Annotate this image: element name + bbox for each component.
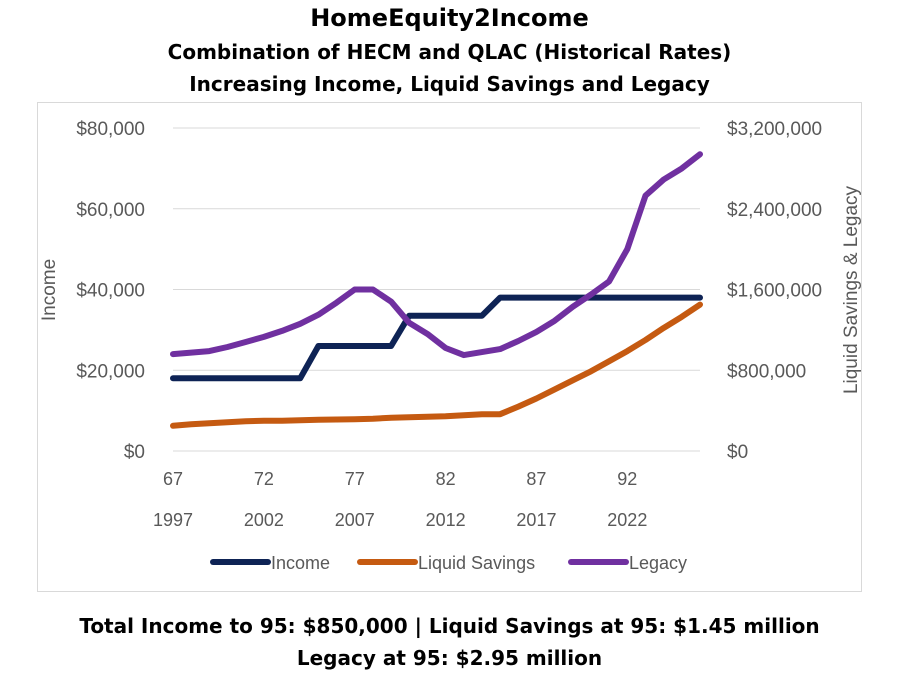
x-tick-label-year: 2007	[335, 510, 375, 530]
x-tick-label-age: 92	[617, 469, 637, 489]
series-line-legacy	[170, 151, 703, 359]
series-line-liquid-savings	[170, 301, 703, 429]
y-tick-label: $80,000	[76, 119, 145, 140]
y-tick-label: $20,000	[76, 361, 145, 382]
y-axis-title: Income	[39, 259, 60, 321]
chart-frame	[37, 102, 862, 592]
legend-label-income: Income	[271, 553, 330, 573]
y2-tick-label: $2,400,000	[727, 200, 822, 221]
x-tick-label-age: 87	[526, 469, 546, 489]
x-tick-label-year: 2022	[607, 510, 647, 530]
x-tick-label-age: 82	[436, 469, 456, 489]
x-tick-label-age: 67	[163, 469, 183, 489]
y2-tick-label: $3,200,000	[727, 119, 822, 140]
y2-tick-label: $1,600,000	[727, 281, 822, 302]
x-tick-label-year: 2002	[244, 510, 284, 530]
y-tick-label: $60,000	[76, 200, 145, 221]
footer-summary-line-1: Total Income to 95: $850,000 | Liquid Sa…	[79, 614, 820, 638]
y2-tick-label: $0	[727, 442, 748, 463]
legend-label-legacy: Legacy	[629, 553, 687, 573]
y2-tick-label: $800,000	[727, 361, 806, 382]
legend-label-liquid-savings: Liquid Savings	[418, 553, 535, 573]
x-tick-label-year: 2012	[426, 510, 466, 530]
chart-subtitle-1: Combination of HECM and QLAC (Historical…	[167, 40, 732, 64]
chart-title: HomeEquity2Income	[310, 4, 589, 32]
x-tick-label-year: 1997	[153, 510, 193, 530]
chart-subtitle-2: Increasing Income, Liquid Savings and Le…	[189, 72, 710, 96]
footer-summary-line-2: Legacy at 95: $2.95 million	[296, 646, 603, 670]
x-tick-label-age: 77	[345, 469, 365, 489]
y-tick-label: $40,000	[76, 281, 145, 302]
y2-axis-title: Liquid Savings & Legacy	[841, 185, 862, 394]
x-tick-label-age: 72	[254, 469, 274, 489]
x-tick-label-year: 2017	[516, 510, 556, 530]
y-tick-label: $0	[124, 442, 145, 463]
series-line-income	[170, 294, 703, 382]
